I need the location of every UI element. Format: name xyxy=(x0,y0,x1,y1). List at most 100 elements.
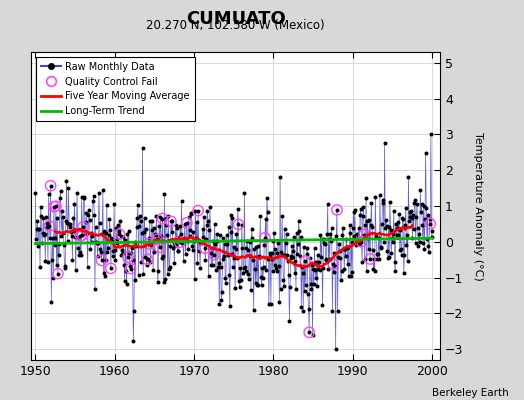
Point xyxy=(195,237,204,244)
Point xyxy=(320,240,329,246)
Point xyxy=(66,221,74,227)
Point xyxy=(255,253,263,260)
Point xyxy=(385,224,393,230)
Point xyxy=(118,250,127,256)
Point xyxy=(268,256,276,262)
Point xyxy=(263,194,271,201)
Point xyxy=(188,242,196,249)
Point xyxy=(91,224,100,230)
Point xyxy=(121,278,129,284)
Point xyxy=(406,214,414,220)
Point xyxy=(89,198,97,205)
Point xyxy=(128,256,137,263)
Point xyxy=(204,273,213,279)
Y-axis label: Temperature Anomaly (°C): Temperature Anomaly (°C) xyxy=(473,132,483,280)
Point xyxy=(171,222,180,229)
Point xyxy=(415,230,423,237)
Point xyxy=(224,224,233,230)
Point xyxy=(247,286,255,293)
Point xyxy=(184,214,193,220)
Point xyxy=(137,258,146,265)
Point xyxy=(148,226,157,233)
Point xyxy=(343,245,351,252)
Point xyxy=(330,250,339,256)
Point xyxy=(55,252,63,258)
Point xyxy=(151,232,160,238)
Point xyxy=(396,226,405,233)
Point xyxy=(45,223,53,229)
Point xyxy=(229,264,237,270)
Point xyxy=(354,235,362,241)
Point xyxy=(167,218,175,224)
Point xyxy=(310,245,319,251)
Point xyxy=(423,236,431,242)
Point xyxy=(185,233,194,239)
Point xyxy=(158,255,166,261)
Point xyxy=(298,270,307,276)
Point xyxy=(45,191,53,197)
Point xyxy=(394,218,402,225)
Point xyxy=(187,210,195,216)
Point xyxy=(235,278,243,284)
Point xyxy=(279,252,287,258)
Point xyxy=(161,276,169,282)
Point xyxy=(267,300,275,307)
Legend: Raw Monthly Data, Quality Control Fail, Five Year Moving Average, Long-Term Tren: Raw Monthly Data, Quality Control Fail, … xyxy=(36,57,195,121)
Point xyxy=(293,250,301,257)
Point xyxy=(333,308,342,315)
Point xyxy=(111,257,119,263)
Point xyxy=(210,252,218,258)
Point xyxy=(224,252,232,258)
Point xyxy=(335,241,343,247)
Point xyxy=(92,239,101,245)
Point xyxy=(31,190,40,196)
Point xyxy=(290,234,298,241)
Point xyxy=(66,224,74,230)
Point xyxy=(265,253,274,259)
Point xyxy=(136,218,145,224)
Point xyxy=(153,236,161,242)
Point xyxy=(44,259,52,265)
Point xyxy=(176,239,184,246)
Point xyxy=(399,216,407,222)
Point xyxy=(242,245,250,251)
Point xyxy=(282,240,290,246)
Point xyxy=(413,225,422,231)
Point xyxy=(406,209,414,215)
Point xyxy=(140,228,148,235)
Point xyxy=(176,222,184,229)
Point xyxy=(411,240,420,246)
Point xyxy=(147,242,155,248)
Point xyxy=(359,204,368,210)
Point xyxy=(278,213,286,219)
Point xyxy=(416,238,424,245)
Text: Berkeley Earth: Berkeley Earth xyxy=(432,388,508,398)
Point xyxy=(281,252,290,258)
Point xyxy=(337,268,346,274)
Point xyxy=(365,217,374,224)
Point xyxy=(138,230,146,236)
Point xyxy=(196,265,204,272)
Point xyxy=(287,253,295,259)
Point xyxy=(285,317,293,324)
Point xyxy=(323,231,331,237)
Point xyxy=(65,221,73,227)
Point xyxy=(141,254,149,260)
Point xyxy=(50,235,59,242)
Point xyxy=(258,265,266,272)
Point xyxy=(290,270,299,276)
Point xyxy=(394,232,402,238)
Point xyxy=(227,212,235,218)
Point xyxy=(318,302,326,308)
Point xyxy=(48,235,57,241)
Point xyxy=(80,194,89,200)
Point xyxy=(33,217,41,224)
Point xyxy=(212,238,221,244)
Point xyxy=(389,231,397,237)
Point xyxy=(166,243,174,249)
Point xyxy=(95,220,104,226)
Point xyxy=(375,256,384,262)
Point xyxy=(366,222,375,228)
Point xyxy=(156,244,164,250)
Point xyxy=(73,234,82,241)
